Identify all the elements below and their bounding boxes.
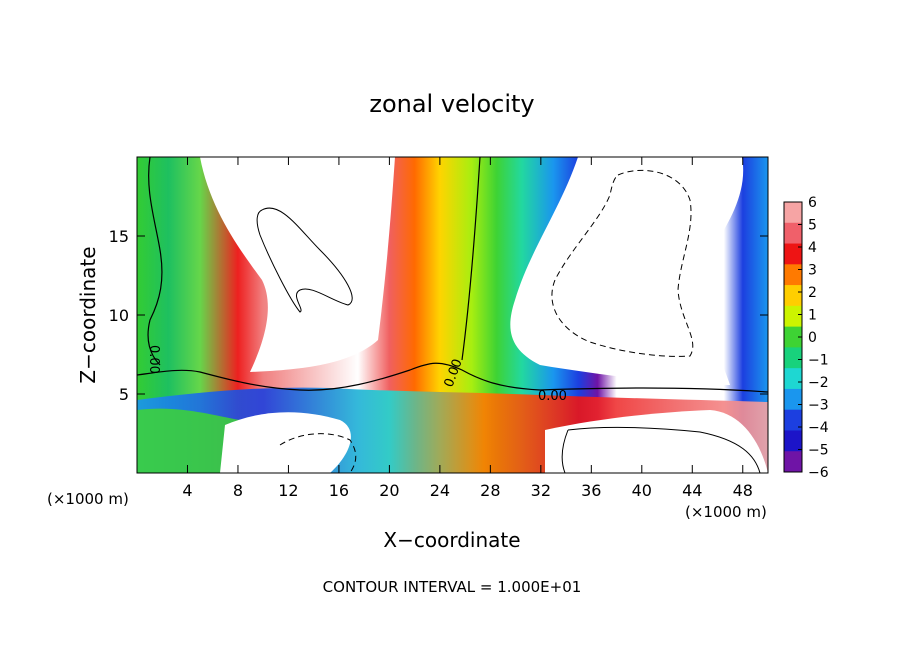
contour-zero-vertical [461, 157, 481, 361]
x-tick-label: 32 [531, 481, 551, 500]
colorbar-tick-label: 6 [808, 195, 817, 211]
colorbar-tick-label: −2 [808, 375, 829, 391]
colorbar-tick-label: 4 [808, 240, 817, 256]
colorbar-tick-label: 0 [808, 330, 817, 346]
colorbar-swatch [784, 326, 802, 348]
x-tick-label: 4 [182, 481, 192, 500]
x-tick-label: 36 [581, 481, 601, 500]
colorbar-tick-label: 3 [808, 263, 817, 279]
colorbar-swatch [784, 347, 802, 369]
x-unit-left: (×1000 m) [47, 490, 129, 508]
colorbar-tick-label: −3 [808, 398, 829, 414]
colorbar-swatch [784, 305, 802, 328]
colorbar-swatch [784, 222, 802, 245]
colorbar-swatch [784, 264, 802, 286]
contour-zero-main [137, 362, 768, 393]
contour-label: 0.00 [146, 345, 161, 374]
x-tick-label: 48 [733, 481, 753, 500]
field-white-upper-left [200, 157, 395, 372]
x-tick-label: 16 [329, 481, 349, 500]
colorbar-swatch [784, 430, 802, 452]
y-tick-label: 5 [119, 385, 129, 404]
x-tick-label: 12 [278, 481, 298, 500]
y-axis-label: Z−coordinate [76, 246, 100, 383]
contour-zero-upper-left [147, 157, 163, 366]
colorbar-swatch [784, 388, 802, 411]
contour-interval-note: CONTOUR INTERVAL = 1.000E+01 [323, 578, 582, 596]
x-tick-label: 8 [233, 481, 243, 500]
colorbar-swatch [784, 285, 802, 307]
colorbar-tick-label: 1 [808, 308, 817, 324]
colorbar-swatch [784, 409, 802, 431]
x-tick-label: 44 [682, 481, 702, 500]
x-unit-right: (×1000 m) [685, 503, 767, 521]
contour-lower-positive [561, 426, 761, 473]
x-tick-label: 20 [379, 481, 399, 500]
colorbar: 6 5 4 3 2 1 0 −1 −2 −3 −4 −5 −6 [783, 195, 829, 481]
contour-negative-dashed [551, 169, 694, 357]
colorbar-tick-label: −1 [808, 353, 829, 369]
colorbar-tick-label: 5 [808, 218, 817, 234]
colorbar-swatch [784, 451, 802, 473]
field-white-upper-right [510, 157, 744, 385]
field-white-lower-right [545, 410, 768, 473]
heatmap-field: 0.00 0.00 0.00 [137, 157, 768, 473]
colorbar-swatch [784, 202, 802, 224]
contour-label: 0.00 [538, 389, 567, 404]
colorbar-tick-label: −6 [808, 465, 829, 481]
colorbar-swatch [784, 368, 802, 390]
x-tick-label: 24 [430, 481, 450, 500]
y-tick-label: 10 [109, 306, 129, 325]
contour-positive-lobe [256, 207, 353, 313]
colorbar-swatch [784, 243, 802, 265]
y-tick-label: 15 [109, 227, 129, 246]
x-axis-label: X−coordinate [383, 528, 520, 552]
contour-lower-dashed [279, 433, 357, 473]
colorbar-tick-label: −5 [808, 443, 829, 459]
x-tick-label: 40 [632, 481, 652, 500]
x-axis-ticks: 4 8 12 16 20 24 28 32 36 40 44 48 [182, 157, 753, 500]
colorbar-tick-label: −4 [808, 420, 829, 436]
colorbar-tick-label: 2 [808, 285, 817, 301]
x-tick-label: 28 [480, 481, 500, 500]
y-axis-ticks: 5 10 15 [109, 227, 768, 404]
chart-title: zonal velocity [369, 90, 534, 118]
field-white-lower-mid [220, 412, 351, 473]
